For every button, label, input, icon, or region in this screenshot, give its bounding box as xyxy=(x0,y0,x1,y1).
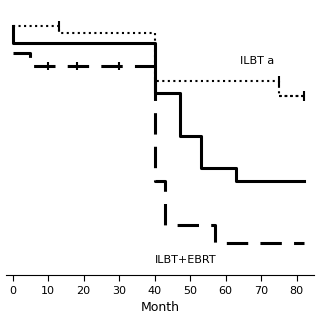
X-axis label: Month: Month xyxy=(140,301,180,315)
Text: ILBT+EBRT: ILBT+EBRT xyxy=(155,255,216,266)
Text: ILBT a: ILBT a xyxy=(240,56,274,66)
